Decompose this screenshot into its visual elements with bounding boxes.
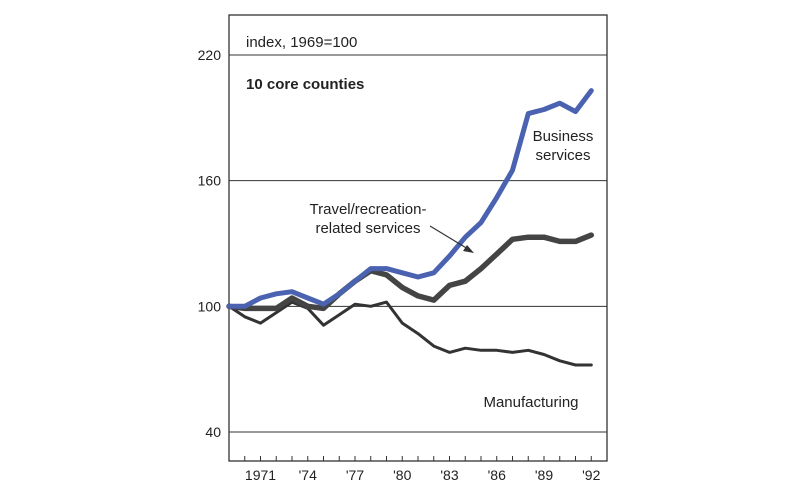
- series-label-line: Manufacturing: [483, 394, 578, 411]
- y-axis-label: index, 1969=100: [246, 34, 357, 51]
- series-lines: [226, 88, 595, 367]
- series-label-2: Travel/recreation-related services: [310, 201, 427, 237]
- y-tick-160: 160: [198, 173, 222, 189]
- series-labels: Business services Travel/recreation-relate…: [310, 128, 594, 411]
- x-tick-1983: '83: [440, 467, 458, 483]
- series-label-1: Business services: [533, 128, 594, 164]
- y-tick-220: 220: [198, 47, 222, 63]
- y-tick-labels: 40 100 160 220: [198, 47, 222, 440]
- series-label-line: Business: [533, 128, 594, 145]
- travel-arrow: [429, 225, 474, 253]
- series-label-line: Travel/recreation-: [310, 201, 427, 218]
- series-line-1: [226, 88, 594, 309]
- series-line-2: [226, 232, 595, 312]
- x-tick-labels: 1971 '74 '77 '80 '83 '86 '89 '92: [244, 456, 601, 483]
- x-tick-1989: '89: [535, 467, 553, 483]
- series-label-line: related services: [315, 220, 420, 237]
- x-tick-1992: '92: [582, 467, 600, 483]
- series-label-line: services: [535, 147, 590, 164]
- x-tick-1977: '77: [346, 467, 364, 483]
- gridlines: [229, 54, 607, 433]
- x-tick-1980: '80: [393, 467, 411, 483]
- x-tick-1986: '86: [488, 467, 506, 483]
- y-tick-40: 40: [205, 424, 221, 440]
- series-line-3: [227, 300, 593, 367]
- x-tick-1974: '74: [299, 467, 317, 483]
- y-tick-100: 100: [198, 298, 222, 314]
- series-label-3: Manufacturing: [483, 394, 578, 411]
- x-tick-1971: 1971: [245, 467, 276, 483]
- chart-subtitle: 10 core counties: [246, 76, 364, 93]
